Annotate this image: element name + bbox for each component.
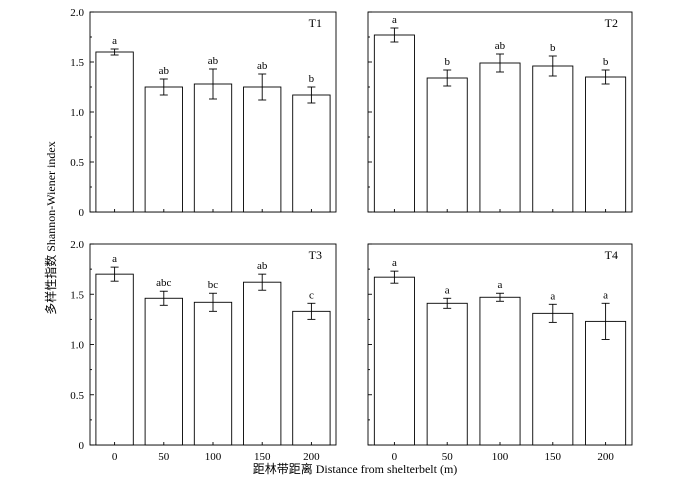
significance-letter: a [112, 253, 117, 265]
bar [426, 77, 468, 213]
bar [479, 62, 521, 213]
significance-letter: a [498, 279, 503, 291]
y-tick-label: 0 [79, 440, 85, 452]
bar [532, 65, 574, 213]
bar [144, 297, 183, 446]
significance-letter: ab [495, 40, 506, 52]
significance-letter: ab [257, 60, 268, 72]
significance-letter: a [392, 14, 397, 26]
significance-letter: a [392, 257, 397, 269]
x-tick-label: 100 [205, 451, 222, 463]
bar [373, 276, 415, 446]
significance-letter: ab [208, 55, 219, 67]
y-axis-label: 多样性指数 Shannon-Wiener index [43, 141, 58, 315]
significance-letter: ab [257, 260, 268, 272]
y-tick-label: 2.0 [70, 7, 84, 19]
panel-3: 0 0.5 1.0 1.5 2.0 T3 a 0 abc 50 bc 100 ab 150 c 200 [70, 239, 337, 463]
bar [95, 51, 134, 213]
y-tick-label: 2.0 [70, 239, 84, 251]
bar [373, 34, 415, 213]
significance-letter: b [444, 56, 450, 68]
significance-letter: b [550, 42, 556, 54]
bar [292, 310, 331, 446]
x-tick-label: 50 [158, 451, 170, 463]
x-tick-label: 150 [545, 451, 562, 463]
x-axis-label: 距林带距离 Distance from shelterbelt (m) [253, 461, 458, 476]
y-tick-label: 0.5 [70, 390, 84, 402]
significance-letter: a [603, 289, 608, 301]
bar [426, 302, 468, 446]
bar [243, 281, 282, 446]
significance-letter: abc [156, 277, 171, 289]
y-tick-label: 1.5 [70, 57, 84, 69]
x-tick-label: 100 [492, 451, 509, 463]
x-tick-label: 0 [112, 451, 118, 463]
significance-letter: a [445, 284, 450, 296]
panel-4: T4 a 0 a 50 a 100 a 150 a 200 [367, 243, 633, 463]
significance-letter: b [603, 56, 609, 68]
bar [95, 273, 134, 446]
x-tick-label: 200 [597, 451, 614, 463]
panel-title: T1 [309, 16, 322, 30]
panel-1: 0 0.5 1.0 1.5 2.0 T1 a ab ab ab b [70, 7, 337, 219]
significance-letter: a [112, 35, 117, 47]
bar [193, 301, 233, 446]
y-tick-label: 0.5 [70, 157, 84, 169]
bar [292, 94, 331, 213]
significance-letter: ab [159, 65, 170, 77]
bar [243, 86, 282, 213]
y-tick-label: 0 [79, 207, 85, 219]
x-tick-label: 200 [303, 451, 320, 463]
significance-letter: a [550, 290, 555, 302]
significance-letter: b [309, 73, 315, 85]
bar [585, 76, 627, 213]
bar [144, 86, 183, 213]
significance-letter: c [309, 289, 314, 301]
y-tick-label: 1.5 [70, 289, 84, 301]
x-tick-label: 0 [392, 451, 398, 463]
bar [479, 296, 521, 446]
bar [585, 320, 627, 446]
x-tick-label: 50 [442, 451, 454, 463]
panel-title: T3 [309, 248, 322, 262]
bar [193, 83, 233, 213]
significance-letter: bc [208, 279, 219, 291]
x-tick-label: 150 [254, 451, 271, 463]
y-tick-label: 1.0 [70, 107, 84, 119]
bar [532, 312, 574, 446]
panel-title: T2 [605, 16, 618, 30]
panel-title: T4 [605, 248, 618, 262]
y-tick-label: 1.0 [70, 340, 84, 352]
